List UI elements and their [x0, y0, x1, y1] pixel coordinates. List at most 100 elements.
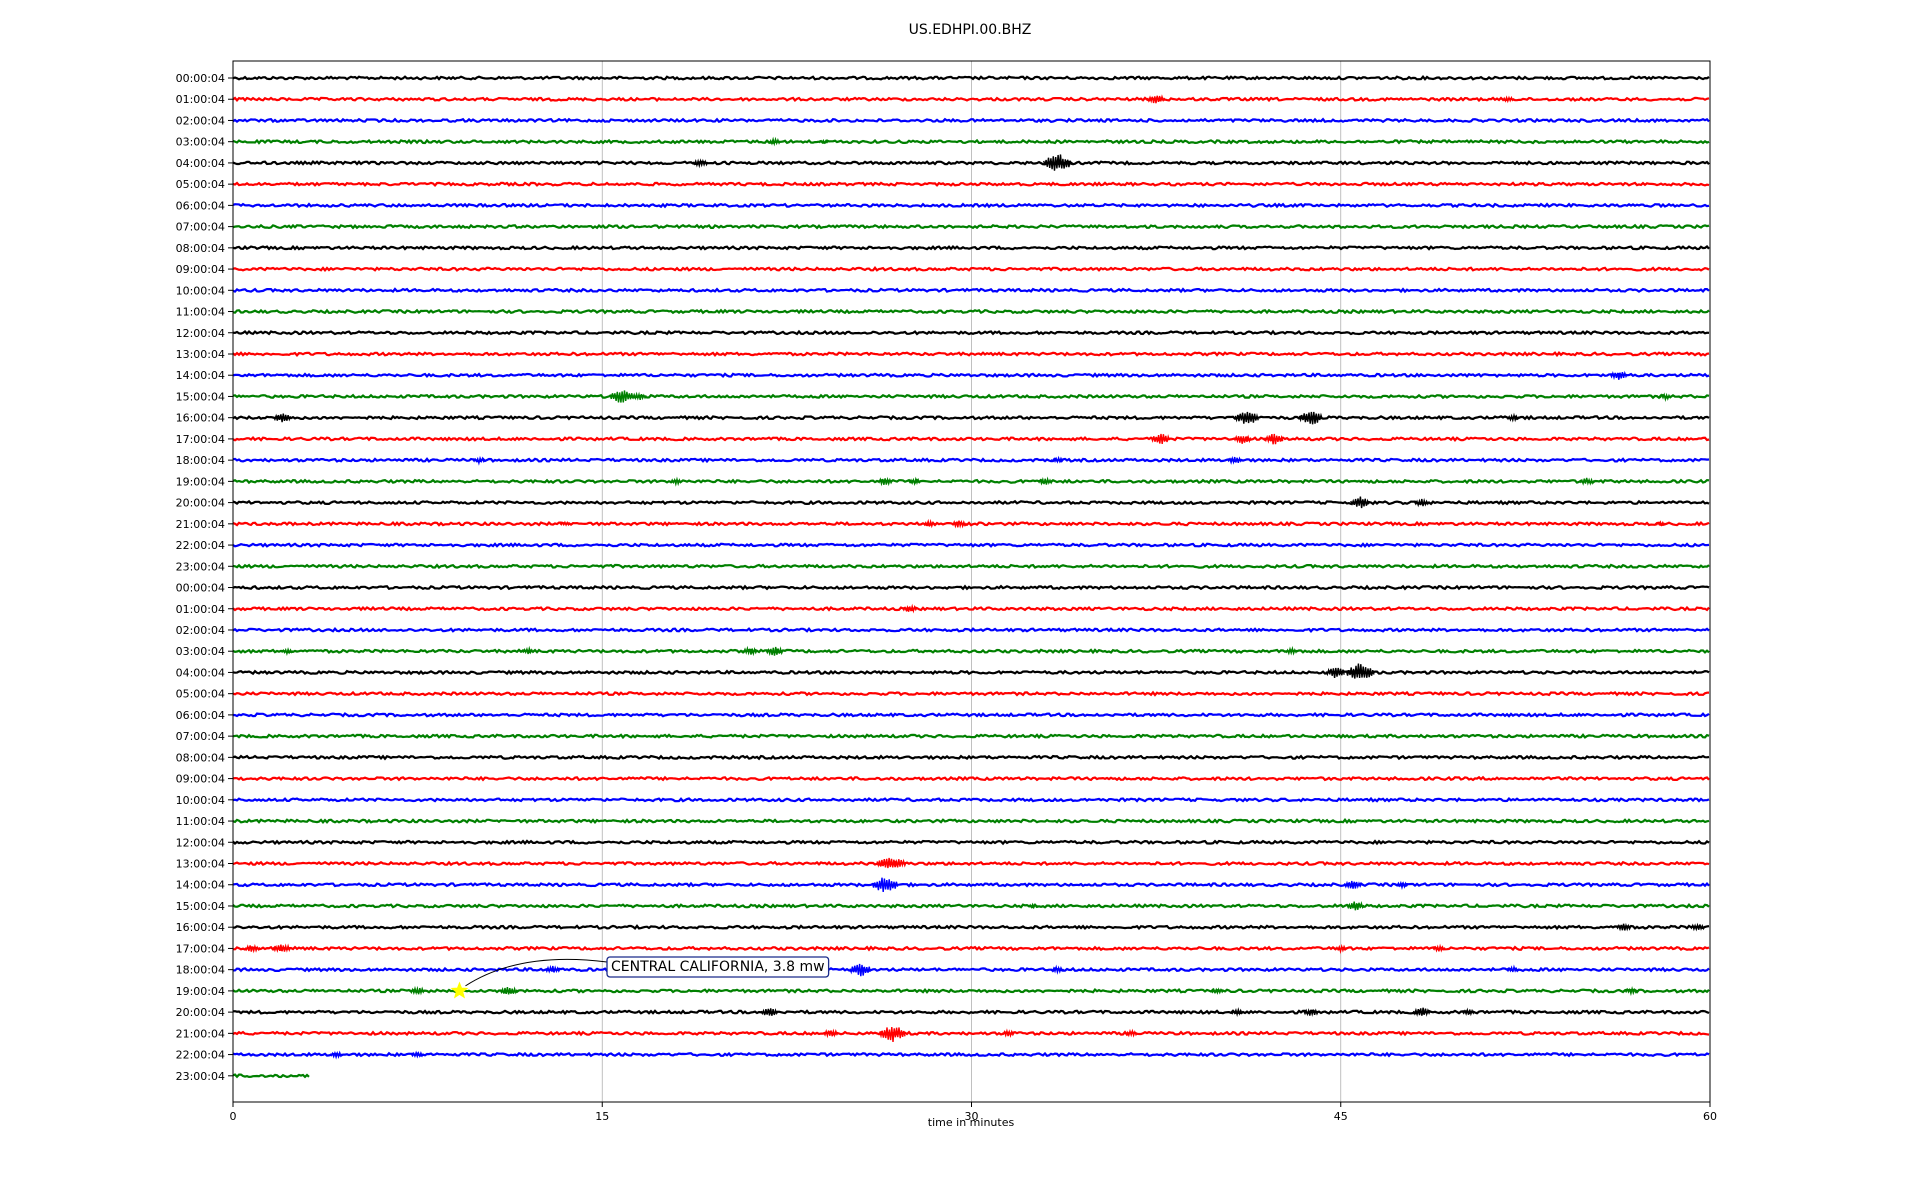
- trace-row-9: [232, 266, 1710, 272]
- row-time-label-24: 00:00:04: [176, 582, 225, 595]
- trace-row-40: [232, 924, 1710, 931]
- trace-row-15: [232, 393, 1710, 400]
- row-time-label-45: 21:00:04: [176, 1027, 225, 1040]
- row-time-label-31: 07:00:04: [176, 730, 225, 743]
- event-burst-row-41-2: [1333, 943, 1348, 955]
- row-time-label-8: 08:00:04: [176, 242, 225, 255]
- event-burst-row-19-1: [877, 476, 893, 487]
- row-time-label-9: 09:00:04: [176, 263, 225, 276]
- row-time-label-38: 14:00:04: [176, 879, 225, 892]
- trace-row-35: [232, 818, 1710, 824]
- trace-row-11: [232, 308, 1710, 315]
- event-burst-row-42-2: [1050, 964, 1064, 975]
- row-time-label-16: 16:00:04: [176, 412, 225, 425]
- row-time-label-39: 15:00:04: [176, 900, 225, 913]
- trace-row-16: [232, 414, 1710, 421]
- event-burst-row-17-1: [1233, 434, 1252, 444]
- row-time-label-28: 04:00:04: [176, 666, 225, 679]
- trace-row-21: [232, 520, 1710, 527]
- event-burst-row-21-2: [951, 519, 967, 529]
- annotation-label-0: CENTRAL CALIFORNIA, 3.8 mw: [611, 959, 825, 975]
- trace-row-44: [232, 1009, 1710, 1016]
- event-burst-row-41-0: [244, 943, 261, 954]
- event-burst-row-27-2: [741, 645, 758, 657]
- row-time-label-30: 06:00:04: [176, 709, 225, 722]
- trace-row-39: [232, 903, 1710, 909]
- event-burst-row-40-0: [1615, 922, 1632, 932]
- trace-row-30: [232, 712, 1710, 718]
- event-burst-row-41-1: [273, 943, 292, 954]
- trace-row-43: [232, 987, 1710, 994]
- trace-row-17: [232, 436, 1710, 442]
- event-burst-row-21-0: [559, 520, 571, 527]
- event-burst-row-45-0: [823, 1028, 839, 1039]
- trace-row-36: [232, 839, 1710, 846]
- trace-row-20: [232, 499, 1710, 506]
- event-burst-row-39-1: [1027, 902, 1038, 910]
- trace-row-24: [232, 584, 1710, 591]
- event-burst-row-18-2: [1226, 455, 1243, 465]
- trace-row-47: [232, 1073, 310, 1079]
- row-time-label-26: 02:00:04: [176, 624, 225, 637]
- trace-row-0: [232, 74, 1710, 81]
- event-burst-row-15-1: [631, 391, 647, 401]
- row-time-label-20: 20:00:04: [176, 497, 225, 510]
- row-time-label-27: 03:00:04: [176, 645, 225, 658]
- row-time-label-5: 05:00:04: [176, 178, 225, 191]
- x-axis-ticks: 0 15 30 45 60: [230, 1102, 1717, 1123]
- event-burst-row-39-0: [1346, 900, 1365, 911]
- row-time-label-0: 00:00:04: [176, 72, 225, 85]
- row-time-label-41: 17:00:04: [176, 942, 225, 955]
- trace-row-3: [232, 138, 1710, 145]
- row-time-label-44: 20:00:04: [176, 1006, 225, 1019]
- event-burst-row-16-2: [1298, 411, 1323, 425]
- trace-row-23: [232, 563, 1710, 570]
- row-time-label-15: 15:00:04: [176, 390, 225, 403]
- row-time-label-10: 10:00:04: [176, 284, 225, 297]
- event-burst-row-27-4: [1284, 645, 1298, 656]
- event-burst-row-15-2: [1658, 392, 1672, 402]
- row-time-label-3: 03:00:04: [176, 136, 225, 149]
- row-time-label-18: 18:00:04: [176, 454, 225, 467]
- row-time-label-37: 13:00:04: [176, 858, 225, 871]
- trace-row-13: [232, 351, 1710, 358]
- event-burst-row-38-1: [1343, 880, 1363, 890]
- trace-row-12: [232, 329, 1710, 336]
- event-burst-row-20-0: [1350, 496, 1370, 509]
- row-time-label-19: 19:00:04: [176, 475, 225, 488]
- event-burst-row-44-2: [1303, 1008, 1319, 1017]
- row-time-label-46: 22:00:04: [176, 1049, 225, 1062]
- row-time-label-47: 23:00:04: [176, 1070, 225, 1083]
- xtick-label-0: 0: [230, 1110, 237, 1123]
- event-burst-row-14-0: [1609, 370, 1628, 381]
- trace-row-46: [232, 1051, 1710, 1058]
- event-burst-row-44-3: [1412, 1007, 1431, 1017]
- row-time-label-4: 04:00:04: [176, 157, 225, 170]
- event-burst-row-4-1: [1043, 154, 1072, 171]
- row-time-label-23: 23:00:04: [176, 560, 225, 573]
- trace-row-18: [232, 457, 1710, 464]
- event-burst-row-18-1: [1050, 455, 1064, 464]
- event-burst-row-45-1: [879, 1027, 906, 1043]
- event-burst-row-17-2: [1264, 433, 1284, 445]
- row-time-label-43: 19:00:04: [176, 985, 225, 998]
- row-time-label-14: 14:00:04: [176, 369, 225, 382]
- trace-row-2: [232, 117, 1710, 124]
- event-burst-row-43-0: [409, 985, 426, 996]
- trace-row-31: [232, 733, 1710, 740]
- trace-row-42: [233, 966, 1710, 973]
- trace-row-7: [232, 223, 1710, 230]
- trace-row-38: [232, 881, 1710, 888]
- trace-rows: [232, 74, 1710, 1079]
- trace-row-27: [232, 648, 1710, 655]
- row-time-label-40: 16:00:04: [176, 921, 225, 934]
- row-time-label-7: 07:00:04: [176, 221, 225, 234]
- event-burst-row-45-3: [1124, 1028, 1138, 1038]
- xtick-label-1: 15: [595, 1110, 609, 1123]
- trace-row-28: [232, 669, 1710, 676]
- trace-row-41: [232, 945, 1710, 952]
- event-burst-row-40-1: [1689, 922, 1706, 932]
- event-burst-row-28-0: [1325, 667, 1345, 678]
- event-burst-row-25-0: [901, 603, 918, 614]
- event-burst-row-38-2: [1395, 880, 1409, 890]
